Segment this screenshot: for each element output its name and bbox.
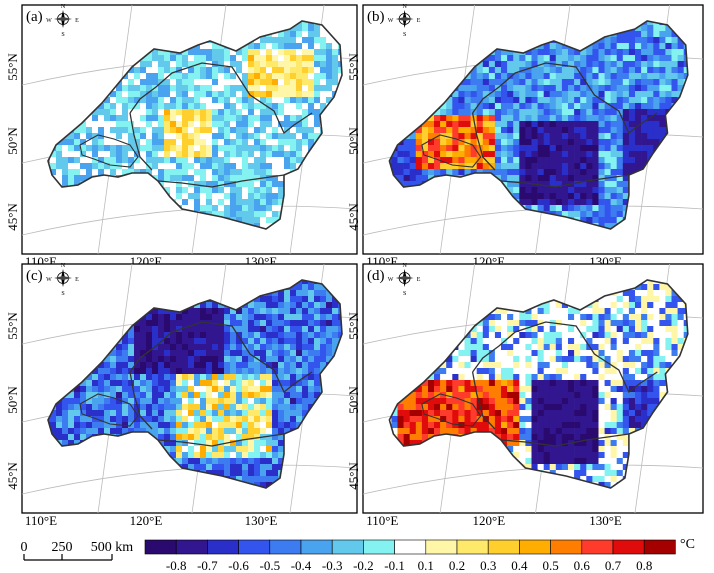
legend-swatch [145, 540, 176, 554]
legend-swatch [519, 540, 550, 554]
latitude-label: 45°N [5, 462, 20, 490]
scale-bar-label: 0 [21, 540, 28, 555]
legend-tick-label: -0.2 [353, 558, 374, 573]
legend-swatch [488, 540, 519, 554]
compass-letter: E [75, 277, 79, 283]
latitude-label: 55°N [5, 312, 20, 340]
legend-swatch [207, 540, 238, 554]
compass-letter: E [417, 277, 421, 283]
legend-swatch [613, 540, 644, 554]
legend-swatch [239, 540, 270, 554]
panel-label: (b) [367, 9, 385, 25]
latitude-label: 55°N [346, 312, 361, 340]
latitude-label: 45°N [5, 203, 20, 231]
compass-letter: S [61, 32, 64, 38]
scale-bar-label: 250 [52, 540, 73, 555]
legend-swatch [395, 540, 426, 554]
latitude-label: 55°N [5, 53, 20, 81]
legend-tick-label: 0.3 [480, 558, 496, 573]
legend-tick-label: 0.2 [449, 558, 465, 573]
compass-letter: S [61, 291, 64, 297]
legend-tick-label: 0.4 [511, 558, 528, 573]
scale-bar: 0 250 500 km [21, 540, 134, 560]
map-panel: (c) N S W E 55°N 50°N 45°N 110°E 120°E 130°E [5, 263, 357, 528]
legend-swatch [332, 540, 363, 554]
legend-swatch [457, 540, 488, 554]
latitude-label: 45°N [346, 462, 361, 490]
latitude-label: 50°N [346, 127, 361, 155]
map-panel: (d) N S W E 55°N 50°N 45°N 110°E 120°E 130°E [346, 263, 703, 528]
scale-bar-label: 500 km [91, 540, 134, 555]
longitude-label: 130°E [245, 513, 278, 528]
compass-letter: W [46, 277, 52, 283]
latitude-label: 50°N [5, 127, 20, 155]
legend-swatch [426, 540, 457, 554]
longitude-label: 110°E [366, 513, 398, 528]
legend-swatch [582, 540, 613, 554]
latitude-label: 50°N [346, 386, 361, 414]
compass-letter: N [402, 263, 407, 269]
compass-letter: W [46, 18, 52, 24]
compass-letter: S [403, 32, 406, 38]
legend-tick-label: 0.5 [542, 558, 558, 573]
panel-label: (c) [26, 268, 43, 284]
compass-letter: W [388, 18, 394, 24]
legend-swatch [363, 540, 394, 554]
longitude-label: 130°E [589, 513, 622, 528]
latitude-label: 45°N [346, 203, 361, 231]
panel-label: (a) [26, 9, 43, 25]
legend-tick-label: -0.5 [260, 558, 281, 573]
compass-letter: N [61, 4, 66, 10]
legend-tick-label: 0.7 [605, 558, 622, 573]
compass-letter: N [61, 263, 66, 269]
legend-swatch [270, 540, 301, 554]
longitude-label: 120°E [130, 513, 163, 528]
longitude-label: 110°E [25, 513, 57, 528]
legend-tick-label: -0.8 [166, 558, 187, 573]
compass-letter: S [403, 291, 406, 297]
legend-tick-label: 0.1 [418, 558, 434, 573]
compass-letter: E [417, 18, 421, 24]
compass-letter: E [75, 18, 79, 24]
color-legend: °C -0.8 -0.7 -0.6 -0.5 -0.4 -0.3 -0.2 -0.1 0.1 0.… [145, 537, 695, 573]
legend-tick-label: -0.7 [197, 558, 218, 573]
latitude-label: 55°N [346, 53, 361, 81]
legend-tick-label: -0.6 [228, 558, 249, 573]
legend-swatch [176, 540, 207, 554]
legend-unit: °C [680, 537, 695, 552]
legend-swatch [301, 540, 332, 554]
legend-swatch [644, 540, 675, 554]
legend-tick-label: -0.4 [291, 558, 312, 573]
legend-swatch [551, 540, 582, 554]
panel-label: (d) [367, 268, 385, 284]
legend-tick-label: 0.6 [574, 558, 591, 573]
longitude-label: 120°E [473, 513, 506, 528]
legend-tick-label: 0.8 [636, 558, 652, 573]
legend-tick-label: -0.1 [384, 558, 405, 573]
latitude-label: 50°N [5, 386, 20, 414]
legend-tick-label: -0.3 [322, 558, 343, 573]
compass-letter: N [402, 4, 407, 10]
compass-letter: W [388, 277, 394, 283]
